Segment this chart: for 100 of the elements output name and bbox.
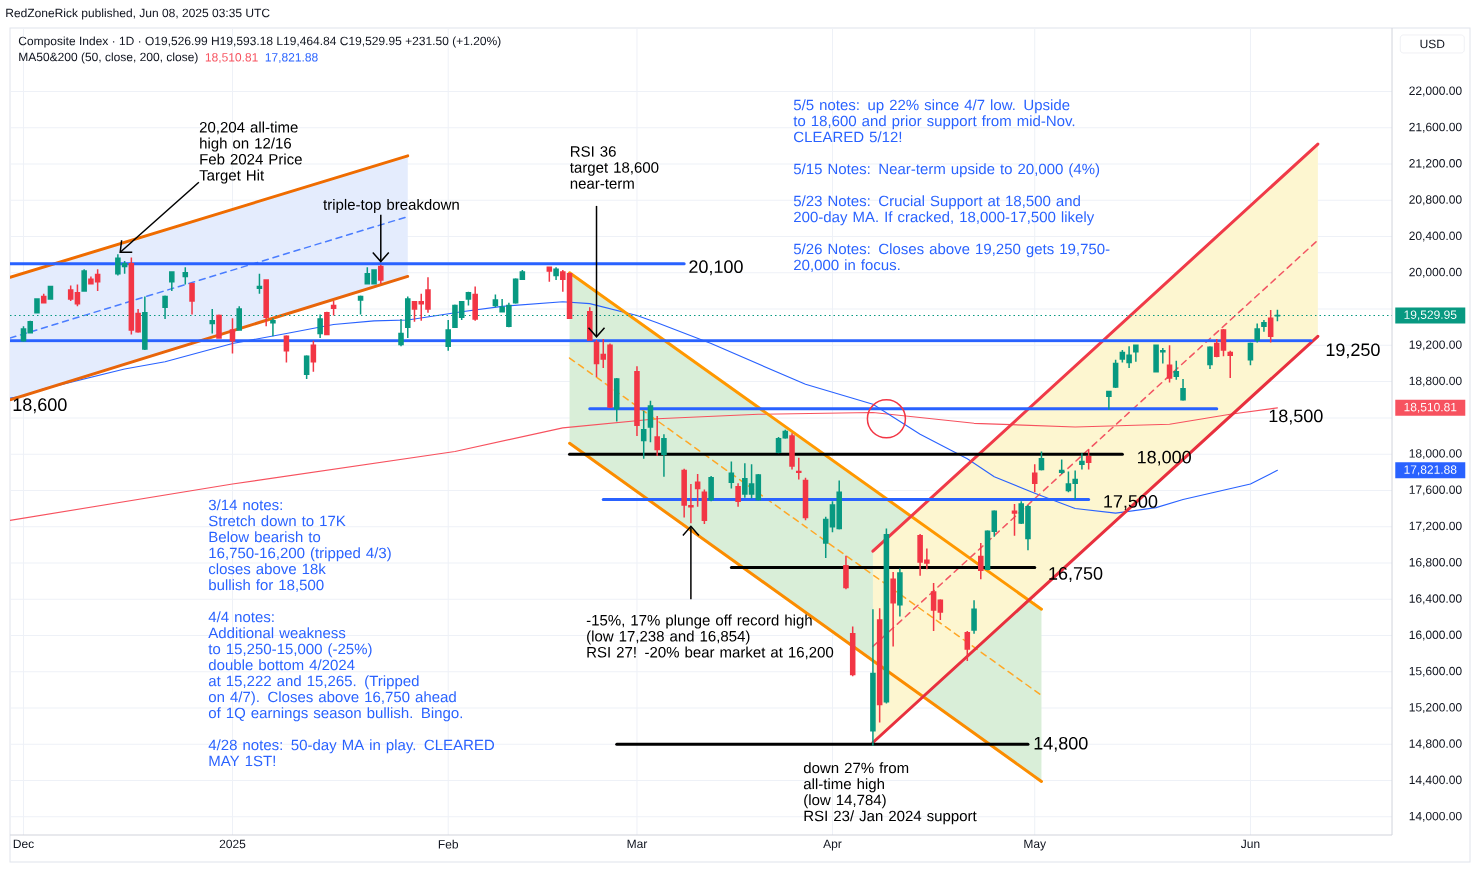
candlestick [1106,389,1112,411]
candlestick [1031,463,1038,493]
candlestick [694,473,701,508]
candlestick [324,311,330,336]
annotation: 5/5 notes: up 22% since 4/7 low. Upside to 18,600 and prior support from mid-Nov. CLEARED 5/12! [793,99,1075,143]
annotation: 18,600 [13,398,67,414]
text: Composite Index · 1D · O19,526.99 H19,593.18 L19,464.84 C19,529.95 +231.50 (+1.20%) [18,36,501,48]
y-tick-label: 14,400.00 [1409,775,1462,786]
candlestick [189,282,195,316]
candlestick [613,377,620,423]
candlestick [81,268,87,292]
y-tick-label: 17,200.00 [1409,521,1462,532]
y-tick-label: 15,200.00 [1409,703,1462,713]
annotation: 19,250 [1326,343,1380,359]
candlestick [1133,343,1139,363]
candlestick [553,266,559,281]
x-tick-label: Jun [1240,839,1260,849]
text: 18,510.81 [1404,402,1457,413]
annotation: 18,500 [1269,409,1323,425]
candlestick [890,571,896,648]
candlestick [640,409,647,460]
annotation: 17,821.88 [265,53,318,63]
text: RedZoneRick published, Jun 08, 2025 03:35 UTC [6,8,270,20]
candlestick [795,457,802,481]
y-tick-label: 15,600.00 [1409,666,1462,677]
y-tick-label: 14,800.00 [1409,739,1462,750]
candlestick [209,308,216,335]
candlestick [398,318,404,347]
candlestick [634,365,640,437]
annotation: 14,800 [1034,736,1088,752]
candlestick [1254,322,1260,344]
candlestick [654,415,660,457]
annotation: 4/4 notes: Additional weakness to 15,250-15,000 (-25%) double bottom 4/2024 at 15,222 and 15,265. (Tripped on 4/7). Closes above 16,750 ahead of 1Q earnings season bullish. Bingo. [208,611,463,722]
y-tick-label: 20,800.00 [1409,195,1462,206]
annotation: 4/28 notes: 50-day MA in play. CLEARED MAY 1ST! [208,739,495,767]
annotation: down 27% from all-time high (low 14,784) RSI 23/ Jan 2024 support [803,762,977,825]
candlestick [587,306,593,342]
candlestick [930,582,937,632]
x-tick-label: Apr [823,839,842,851]
annotation: 20,100 [689,260,743,276]
candlestick [971,599,977,635]
candlestick [897,567,903,618]
annotation: RSI 36 target 18,600 near-term [570,146,659,189]
y-tick-label: 18,000.00 [1409,449,1462,460]
candlestick [378,263,384,285]
candlestick [34,297,40,314]
candlestick [270,317,276,338]
y-tick-label: 22,000.00 [1409,86,1462,97]
candlestick [843,554,849,591]
x-tick-label: 2025 [219,839,246,849]
candlestick [789,432,795,471]
candlestick [546,265,553,283]
candlestick [317,313,323,339]
y-tick-label: 21,600.00 [1409,122,1462,133]
candlestick [1207,345,1213,370]
candlestick [1011,503,1018,537]
candlestick [445,319,451,352]
y-tick-label: 20,400.00 [1409,231,1462,242]
candlestick [661,433,667,478]
y-tick-label: 21,200.00 [1409,159,1462,169]
annotation: 3/14 notes: Stretch down to 17K Below bearish to 16,750-16,200 (tripped 4/3) closes above 18k bullish for 18,500 [208,499,391,593]
y-tick-label: 14,000.00 [1409,811,1462,822]
candlestick [330,300,337,317]
text: 17,821.88 [1404,465,1457,476]
candlestick [256,272,263,295]
candlestick [728,460,735,490]
candlestick [1079,452,1085,471]
candlestick [263,278,269,328]
candlestick [169,271,175,292]
candlestick [182,266,189,286]
y-tick-label: 16,000.00 [1409,630,1462,641]
ref-line-label: 19,529.95 [1404,310,1457,321]
x-tick-label: May [1024,839,1047,851]
candlestick [216,313,222,339]
y-tick-label: 20,000.00 [1409,267,1462,278]
text: MA50&200 (50, close, 200, close) [19,52,198,64]
annotation: 5/26 Notes: Closes above 19,250 gets 19,750- 20,000 in focus. [793,243,1110,273]
y-tick-label: 18,800.00 [1409,376,1462,387]
annotation: 20,204 all-time high on 12/16 Feb 2024 Price Target Hit [199,121,302,184]
candlestick [978,542,984,581]
text: USD [1420,39,1445,49]
annotation: 5/23 Notes: Crucial Support at 18,500 and 200-day MA. If cracked, 18,000-17,500 likely [793,195,1095,226]
x-tick-label: Feb [438,839,459,849]
annotation: 5/15 Notes: Near-term upside to 20,000 (4%) [793,163,1100,178]
annotation: triple-top breakdown [323,198,459,213]
candlestick [708,475,714,503]
candlestick [229,317,236,355]
candlestick [1261,319,1267,333]
y-tick-label: 17,600.00 [1409,485,1462,496]
y-tick-label: 16,400.00 [1409,594,1462,605]
x-tick-label: Dec [13,839,34,849]
candlestick [1227,350,1233,379]
candlestick [735,482,741,508]
candlestick [1085,448,1092,471]
candlestick [1166,344,1173,384]
candlestick [870,608,876,747]
annotation: -15%, 17% plunge off record high (low 17,238 and 16,854) RSI 27! -20% bear market at 16,200 [586,614,834,660]
candlestick [1180,378,1186,402]
candlestick [1173,360,1180,381]
y-tick-label: 16,800.00 [1409,558,1462,568]
